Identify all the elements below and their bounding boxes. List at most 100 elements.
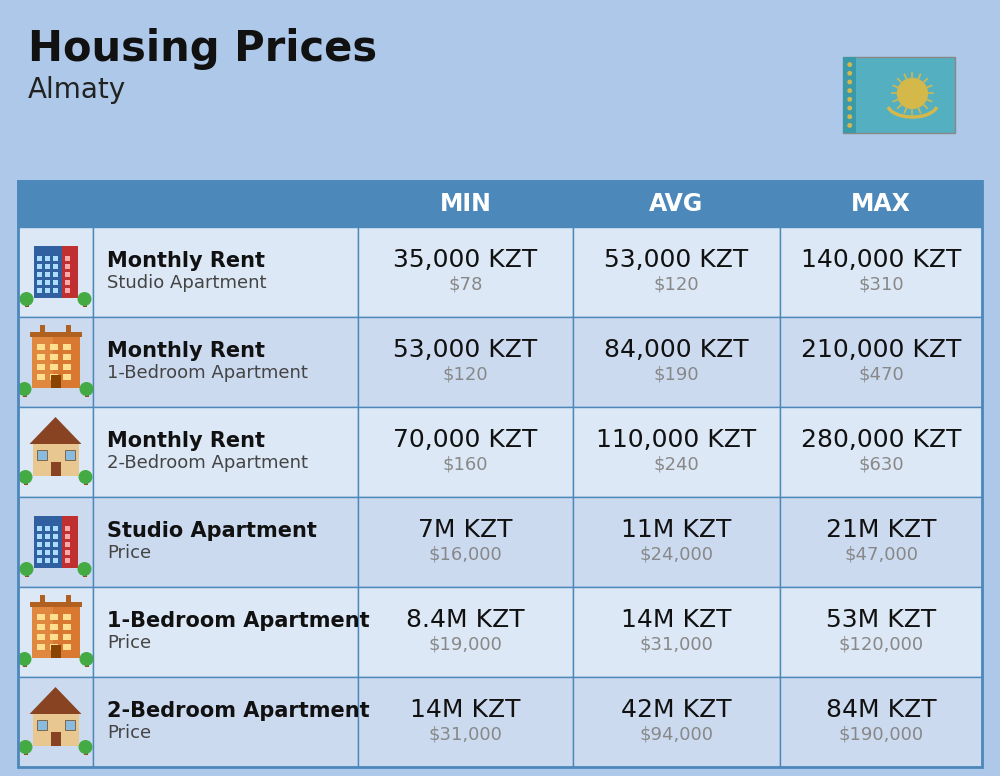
Bar	[64, 550, 70, 555]
Bar	[780, 317, 982, 407]
Circle shape	[78, 740, 92, 754]
Circle shape	[80, 652, 94, 666]
Text: $19,000: $19,000	[429, 635, 502, 653]
Text: 53,000 KZT: 53,000 KZT	[393, 338, 538, 362]
Bar	[358, 587, 573, 677]
Bar	[32, 714, 78, 746]
Bar	[780, 677, 982, 767]
Bar	[36, 374, 44, 380]
Bar	[36, 526, 42, 531]
Text: $190,000: $190,000	[838, 725, 924, 743]
Text: 53M KZT: 53M KZT	[826, 608, 936, 632]
Bar	[64, 256, 70, 261]
Text: 70,000 KZT: 70,000 KZT	[393, 428, 538, 452]
Circle shape	[847, 114, 852, 120]
Bar	[780, 497, 982, 587]
Bar	[36, 344, 44, 350]
Bar	[93, 227, 358, 317]
Bar	[573, 407, 780, 497]
Text: $16,000: $16,000	[429, 545, 502, 563]
Bar	[18, 227, 93, 317]
Text: 11M KZT: 11M KZT	[621, 518, 732, 542]
Text: $94,000: $94,000	[640, 725, 714, 743]
Bar	[780, 181, 982, 227]
Bar	[18, 407, 93, 497]
Bar	[52, 526, 58, 531]
Bar	[44, 550, 50, 555]
Bar	[62, 344, 70, 350]
Bar	[32, 444, 78, 476]
Bar	[573, 317, 780, 407]
Bar	[36, 720, 46, 730]
Circle shape	[18, 382, 32, 396]
Text: 280,000 KZT: 280,000 KZT	[801, 428, 961, 452]
Bar	[36, 364, 44, 370]
Bar	[36, 264, 42, 269]
Text: 2-Bedroom Apartment: 2-Bedroom Apartment	[107, 454, 308, 472]
Bar	[18, 181, 982, 767]
Circle shape	[847, 80, 852, 85]
Bar	[44, 526, 50, 531]
Bar	[44, 534, 50, 539]
Bar	[32, 606, 52, 658]
Bar	[64, 526, 70, 531]
Bar	[66, 325, 70, 333]
Bar	[50, 462, 60, 476]
Text: 210,000 KZT: 210,000 KZT	[801, 338, 961, 362]
Bar	[44, 272, 50, 277]
Circle shape	[847, 62, 852, 67]
Bar	[573, 497, 780, 587]
Text: MIN: MIN	[440, 192, 491, 216]
Bar	[50, 354, 58, 360]
Bar	[93, 587, 358, 677]
Text: 14M KZT: 14M KZT	[621, 608, 732, 632]
Circle shape	[20, 562, 34, 576]
Bar	[52, 288, 58, 293]
Bar	[24, 571, 28, 577]
Bar	[52, 550, 58, 555]
Bar	[24, 749, 28, 755]
Bar	[358, 317, 573, 407]
Text: 84,000 KZT: 84,000 KZT	[604, 338, 749, 362]
Bar	[64, 272, 70, 277]
Bar	[93, 677, 358, 767]
Text: 8.4M KZT: 8.4M KZT	[406, 608, 525, 632]
Bar	[62, 624, 70, 630]
Bar	[50, 645, 60, 658]
Bar	[36, 644, 44, 650]
Polygon shape	[30, 687, 82, 714]
Text: 42M KZT: 42M KZT	[621, 698, 732, 722]
Text: Housing Prices: Housing Prices	[28, 28, 377, 70]
Circle shape	[847, 88, 852, 93]
Circle shape	[80, 382, 94, 396]
Bar	[64, 542, 70, 547]
Bar	[44, 256, 50, 261]
Bar	[84, 749, 88, 755]
Bar	[52, 542, 58, 547]
Text: MAX: MAX	[851, 192, 911, 216]
Circle shape	[78, 292, 92, 306]
Bar	[64, 280, 70, 285]
Bar	[36, 288, 42, 293]
Bar	[64, 288, 70, 293]
Bar	[62, 246, 78, 298]
Circle shape	[18, 652, 32, 666]
Bar	[93, 317, 358, 407]
Bar	[52, 272, 58, 277]
Circle shape	[847, 123, 852, 128]
Circle shape	[18, 740, 32, 754]
Bar	[62, 614, 70, 620]
Bar	[32, 336, 52, 388]
Bar	[52, 264, 58, 269]
Bar	[82, 301, 87, 307]
Bar	[64, 558, 70, 563]
Bar	[93, 181, 358, 227]
Bar	[843, 57, 955, 133]
Text: 14M KZT: 14M KZT	[410, 698, 521, 722]
Bar	[36, 534, 42, 539]
Bar	[573, 181, 780, 227]
Text: Monthly Rent: Monthly Rent	[107, 341, 265, 361]
Text: 84M KZT: 84M KZT	[826, 698, 936, 722]
Bar	[44, 542, 50, 547]
Text: Studio Apartment: Studio Apartment	[107, 274, 266, 292]
